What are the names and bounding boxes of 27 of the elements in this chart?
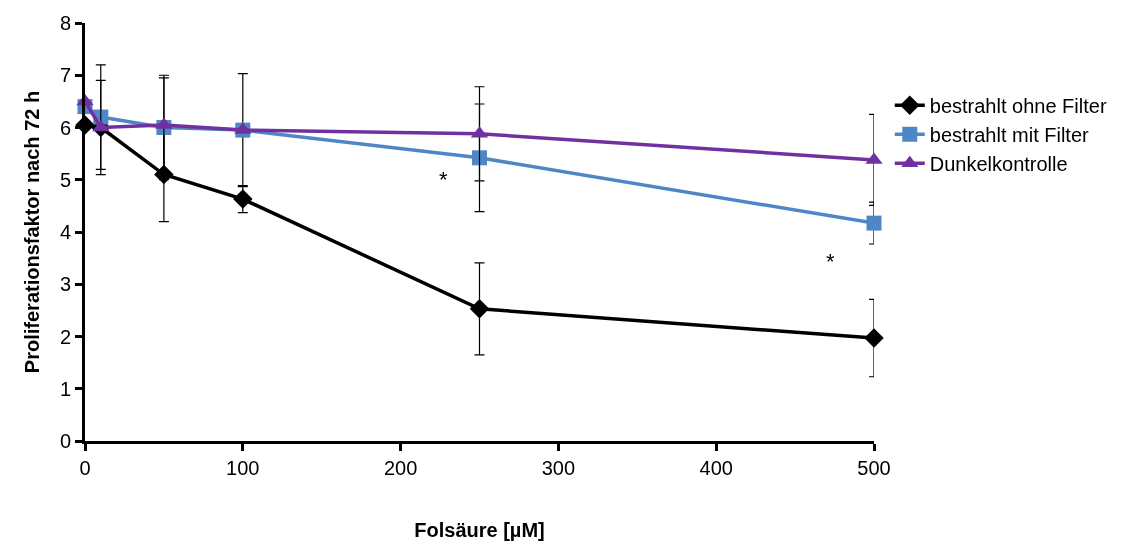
point [866,215,882,231]
legend-label: bestrahlt mit Filter [929,124,1090,146]
y-tick-label: 5 [59,168,71,191]
x-axis-title: Folsäure [µM] [414,518,545,541]
x-tick-label: 0 [79,457,91,479]
y-axis-title: Proliferationsfaktor nach 72 h [21,90,44,374]
annotation: * [826,249,835,274]
y-tick-label: 3 [59,273,71,296]
legend-label: Dunkelkontrolle [929,153,1068,175]
y-tick-label: 8 [59,12,71,34]
y-tick-label: 0 [59,430,71,452]
x-tick-label: 100 [226,457,260,479]
x-tick-label: 200 [383,457,418,479]
y-tick-label: 2 [59,325,71,348]
point [469,299,490,319]
annotation: * [439,167,448,192]
point [472,150,487,166]
y-tick-label: 4 [59,221,71,243]
y-tick-label: 1 [59,377,71,400]
legend-label: bestrahlt ohne Filter [929,95,1107,117]
point [233,189,253,209]
y-tick-label: 6 [59,116,71,139]
point [864,328,884,348]
x-tick-label: 500 [857,457,891,479]
x-tick-label: 300 [541,457,576,479]
x-tick-label: 400 [699,457,733,479]
y-tick-label: 7 [59,64,71,87]
